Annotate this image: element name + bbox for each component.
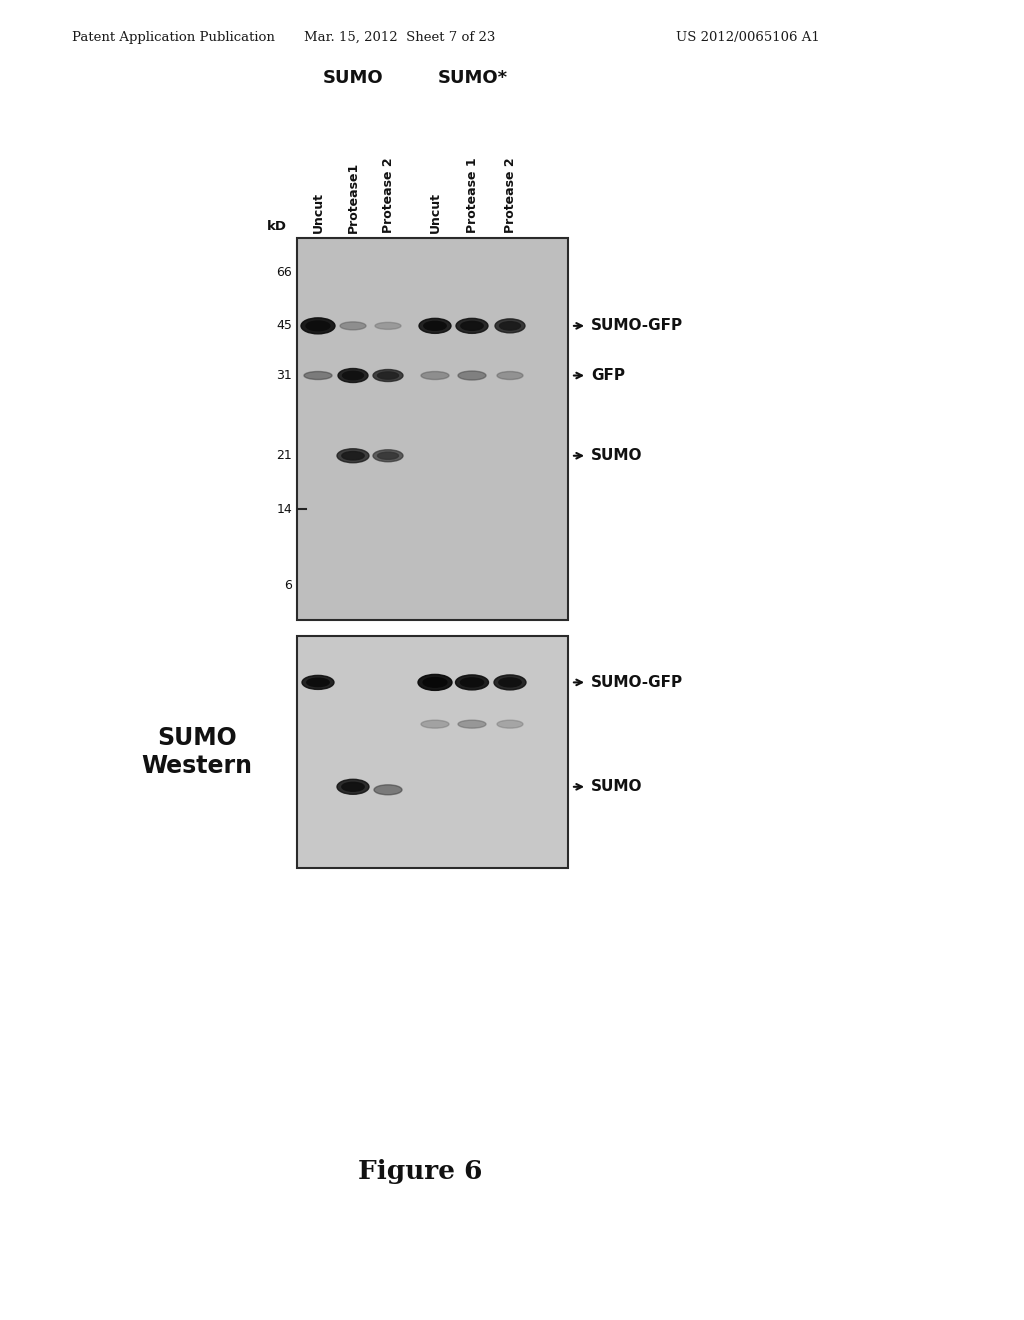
Text: 6: 6 xyxy=(284,579,292,593)
Text: Patent Application Publication: Patent Application Publication xyxy=(72,30,274,44)
Ellipse shape xyxy=(500,322,520,330)
Bar xyxy=(297,636,568,869)
Ellipse shape xyxy=(302,676,334,689)
Ellipse shape xyxy=(423,677,446,688)
Ellipse shape xyxy=(456,318,488,334)
Ellipse shape xyxy=(306,321,330,330)
Ellipse shape xyxy=(342,783,365,791)
Text: Figure 6: Figure 6 xyxy=(357,1159,482,1184)
Ellipse shape xyxy=(374,785,402,795)
Ellipse shape xyxy=(418,675,452,690)
Text: 14: 14 xyxy=(276,503,292,516)
Text: SUMO*: SUMO* xyxy=(437,69,508,87)
Text: US 2012/0065106 A1: US 2012/0065106 A1 xyxy=(676,30,820,44)
Text: 45: 45 xyxy=(276,319,292,333)
Ellipse shape xyxy=(340,322,366,330)
Ellipse shape xyxy=(373,370,403,381)
Ellipse shape xyxy=(342,371,364,380)
Ellipse shape xyxy=(497,721,523,729)
Ellipse shape xyxy=(456,675,488,690)
Text: Protease 1: Protease 1 xyxy=(466,157,478,234)
Text: Protease 2: Protease 2 xyxy=(382,157,394,234)
Ellipse shape xyxy=(421,721,449,729)
Ellipse shape xyxy=(307,678,329,686)
Ellipse shape xyxy=(458,371,486,380)
Text: Protease 2: Protease 2 xyxy=(504,157,516,234)
Ellipse shape xyxy=(373,450,403,462)
Bar xyxy=(297,238,568,620)
Ellipse shape xyxy=(378,372,398,379)
Text: Uncut: Uncut xyxy=(311,191,325,234)
Text: 66: 66 xyxy=(276,265,292,279)
Ellipse shape xyxy=(375,322,401,330)
Ellipse shape xyxy=(337,779,369,795)
Ellipse shape xyxy=(342,451,365,459)
Text: kD: kD xyxy=(267,220,287,234)
Text: SUMO
Western: SUMO Western xyxy=(141,726,253,777)
Ellipse shape xyxy=(424,321,446,330)
Text: SUMO-GFP: SUMO-GFP xyxy=(591,318,683,334)
Ellipse shape xyxy=(421,371,449,380)
Ellipse shape xyxy=(378,453,398,459)
Text: 21: 21 xyxy=(276,449,292,462)
Ellipse shape xyxy=(495,319,525,333)
Text: GFP: GFP xyxy=(591,368,625,383)
Text: SUMO: SUMO xyxy=(591,449,642,463)
Text: 31: 31 xyxy=(276,370,292,381)
Text: Protease1: Protease1 xyxy=(346,162,359,234)
Text: SUMO-GFP: SUMO-GFP xyxy=(591,675,683,690)
Ellipse shape xyxy=(499,678,521,686)
Text: Mar. 15, 2012  Sheet 7 of 23: Mar. 15, 2012 Sheet 7 of 23 xyxy=(304,30,496,44)
Ellipse shape xyxy=(337,449,369,463)
Ellipse shape xyxy=(461,678,483,686)
Ellipse shape xyxy=(461,321,483,330)
Text: Uncut: Uncut xyxy=(428,191,441,234)
Ellipse shape xyxy=(301,318,335,334)
Ellipse shape xyxy=(304,371,332,380)
Ellipse shape xyxy=(419,318,451,334)
Ellipse shape xyxy=(494,675,526,690)
Ellipse shape xyxy=(338,368,368,383)
Text: SUMO: SUMO xyxy=(323,69,383,87)
Ellipse shape xyxy=(458,721,486,729)
Ellipse shape xyxy=(497,371,523,380)
Text: SUMO: SUMO xyxy=(591,779,642,795)
